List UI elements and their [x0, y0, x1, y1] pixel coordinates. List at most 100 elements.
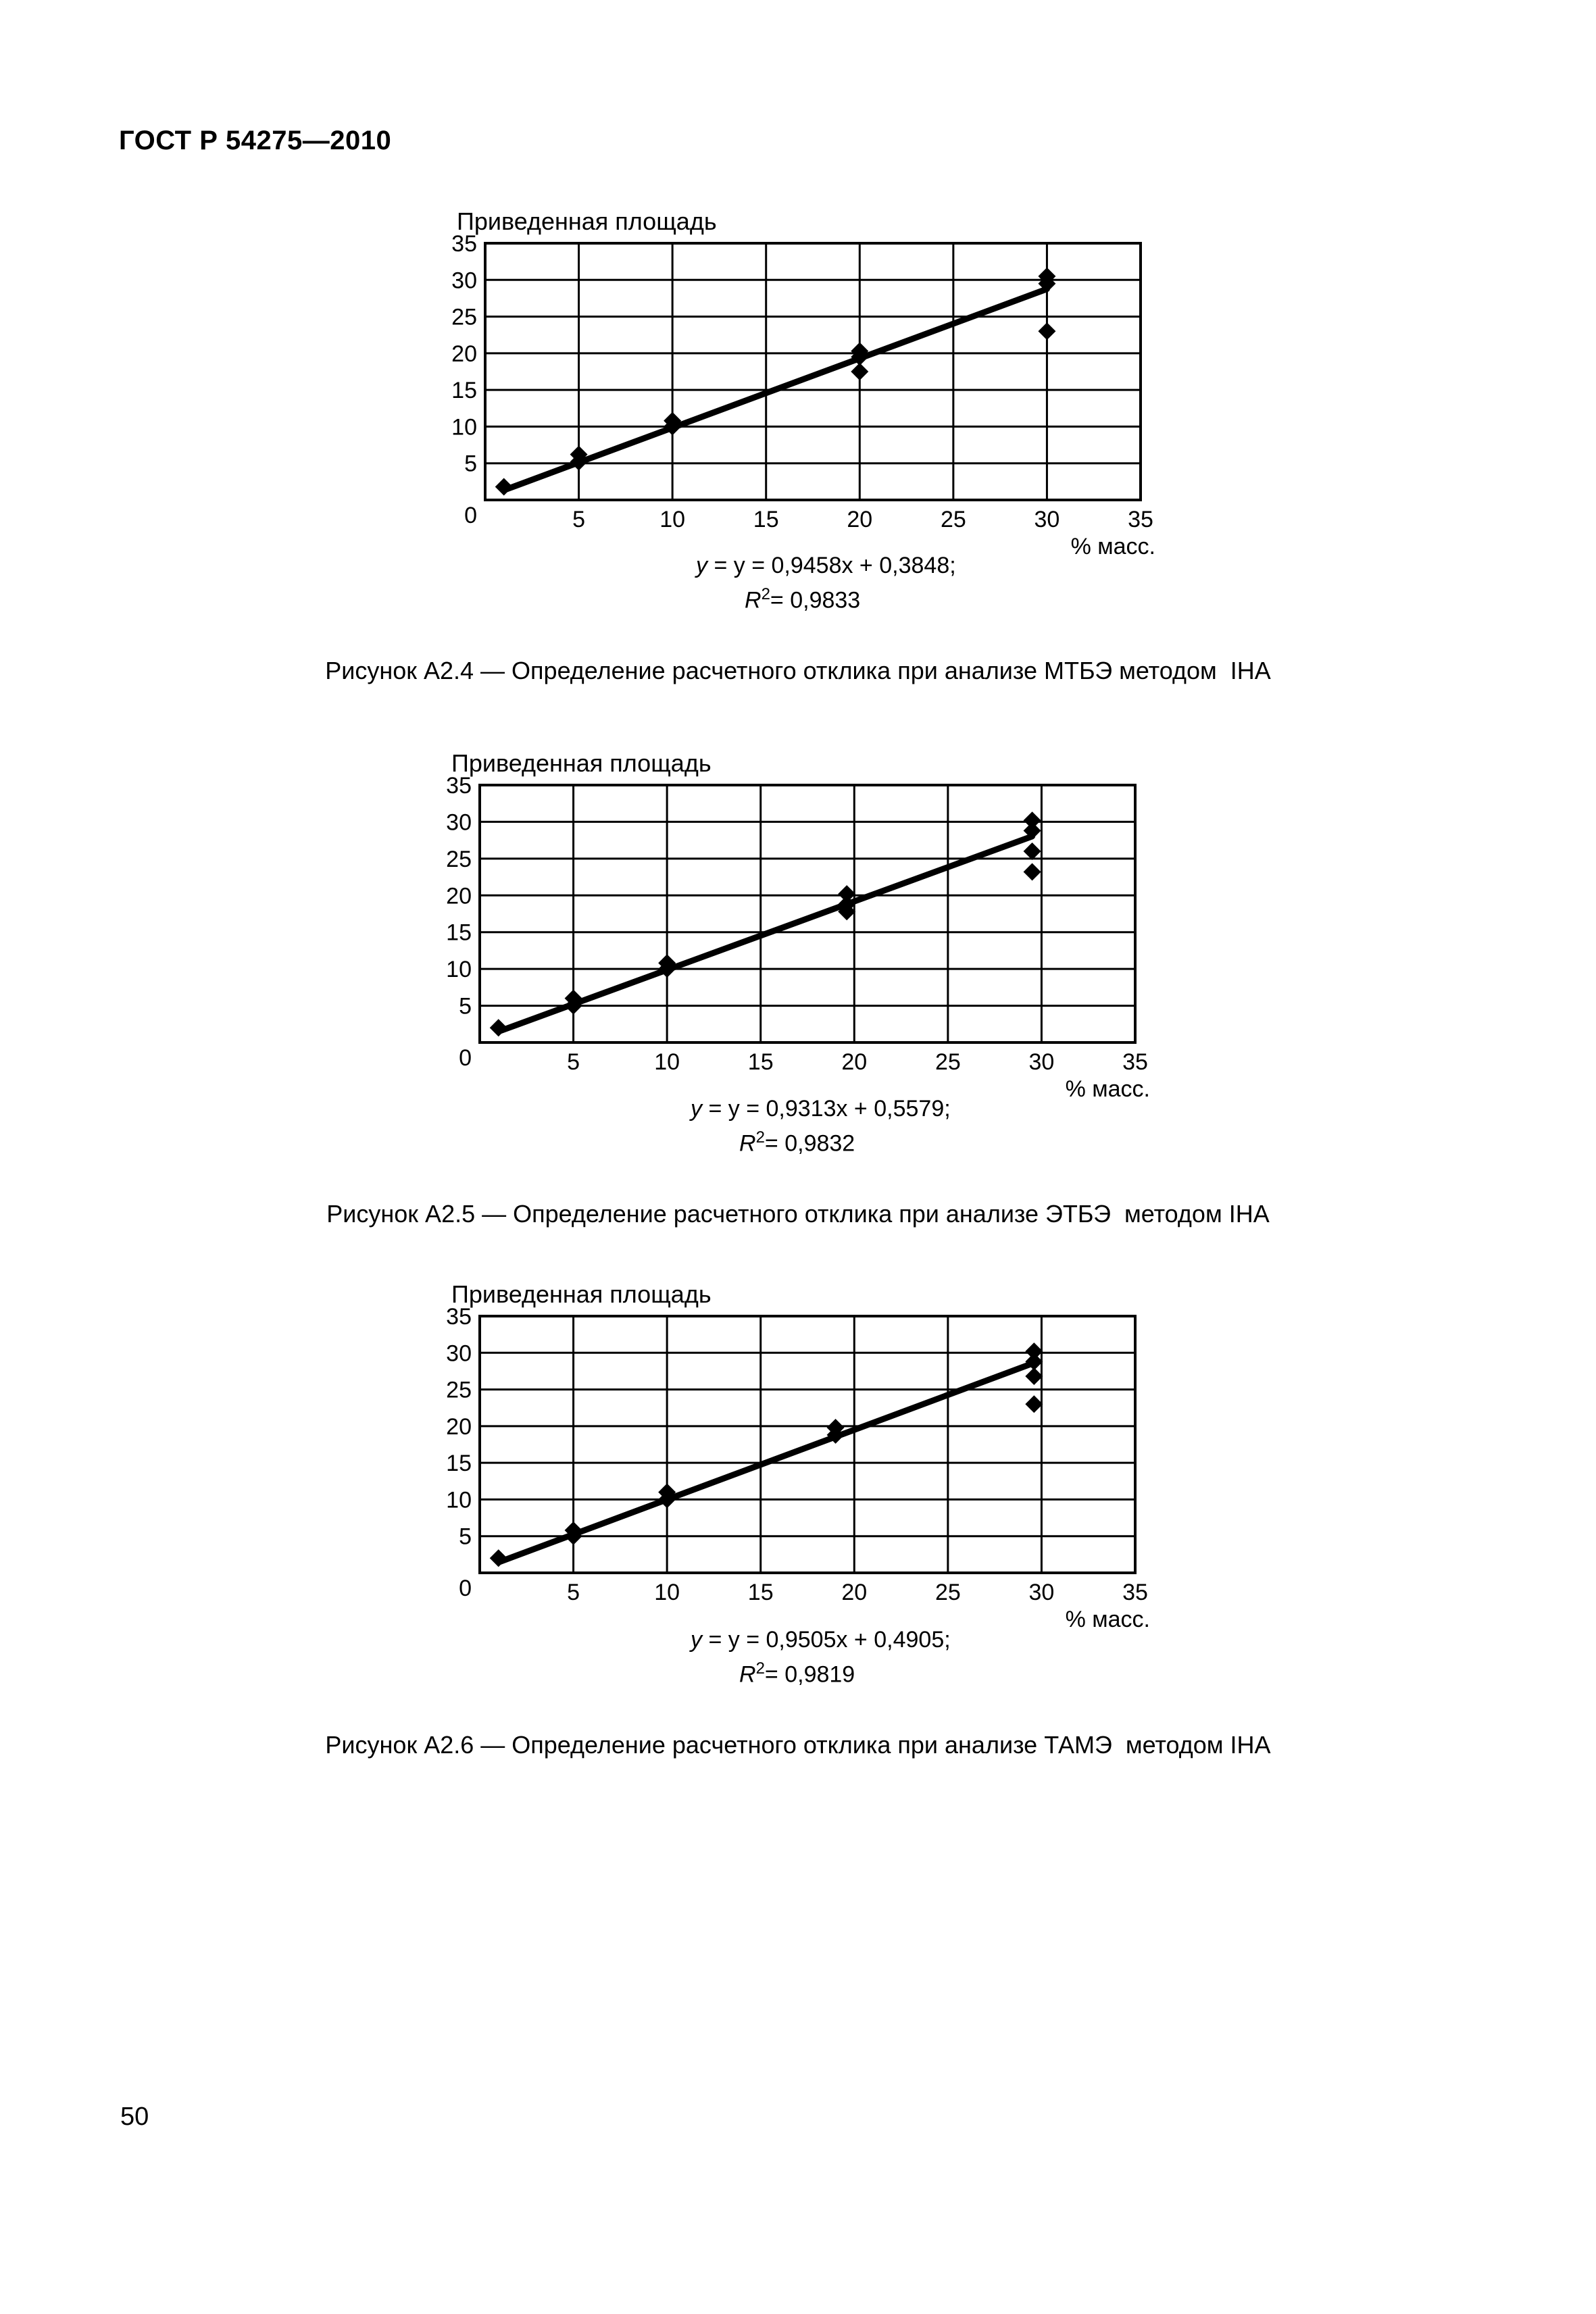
trend-line: [495, 833, 1036, 1035]
y-tick-label: 15: [451, 378, 477, 403]
x-tick-label: 20: [841, 1049, 867, 1075]
x-tick-label: 25: [941, 507, 966, 532]
data-point: [564, 989, 582, 1007]
data-point: [664, 411, 682, 430]
data-point: [495, 478, 513, 496]
y-tick-label: 0: [459, 1576, 472, 1601]
plot-frame: [484, 242, 1142, 501]
y-tick-label: 25: [446, 847, 472, 872]
y-axis-label: Приведенная площадь: [451, 1280, 712, 1308]
data-point: [658, 1483, 676, 1501]
y-tick-label: 25: [451, 305, 477, 330]
y-tick-label: 20: [451, 341, 477, 367]
x-tick-label: 5: [572, 507, 585, 532]
chart-1: Приведенная площадь 0 5 10 15 20 25 30 35 5 10 15 20…: [451, 207, 1155, 559]
plot-frame: [478, 1315, 1137, 1574]
x-tick-label: 10: [659, 507, 685, 532]
y-tick-label: 10: [446, 1487, 472, 1513]
trend-line: [495, 1359, 1037, 1565]
caption-2: Рисунок А2.5 — Определение расчетного от…: [326, 1200, 1270, 1228]
data-point: [570, 445, 588, 463]
data-point: [838, 885, 856, 903]
x-tick-label: 25: [935, 1580, 961, 1605]
r2-3-value: = 0,9819: [764, 1661, 855, 1688]
document-header: ГОСТ Р 54275—2010: [119, 126, 392, 155]
data-point: [658, 954, 676, 972]
x-tick-label: 5: [567, 1049, 580, 1075]
data-point: [1038, 267, 1056, 285]
y-tick-label: 10: [446, 957, 472, 982]
grid: [485, 243, 1141, 500]
data-point: [1023, 863, 1041, 881]
data-point: [1025, 1342, 1043, 1361]
x-axis-label: % масс.: [1066, 1607, 1150, 1632]
x-tick-label: 15: [748, 1049, 774, 1075]
equation-1-text: y = 0,9458x + 0,3848;: [733, 553, 956, 578]
r2-1-value: = 0,9833: [770, 587, 861, 613]
equation-1: y = y = 0,9458x + 0,3848;: [696, 553, 956, 578]
data-point: [1025, 1367, 1043, 1386]
x-tick-label: 20: [847, 507, 872, 532]
y-tick-label: 20: [446, 883, 472, 909]
chart-2: Приведенная площадь 0 5 10 15 20 25 30 35 5 10 15 20…: [446, 749, 1150, 1102]
data-point: [489, 1019, 507, 1037]
x-axis-label: % масс.: [1066, 1076, 1150, 1102]
y-tick-label: 30: [446, 1340, 472, 1366]
caption-3: Рисунок А2.6 — Определение расчетного от…: [325, 1731, 1271, 1759]
x-tick-label: 15: [753, 507, 779, 532]
r2-3: R2= 0,9819: [739, 1659, 855, 1688]
y-tick-label: 35: [446, 1304, 472, 1330]
data-point: [851, 342, 869, 360]
caption-1: Рисунок А2.4 — Определение расчетного от…: [325, 657, 1271, 684]
x-tick-label: 30: [1034, 507, 1060, 532]
x-tick-label: 10: [654, 1580, 680, 1605]
y-tick-label: 30: [451, 268, 477, 293]
data-point: [489, 1549, 507, 1567]
y-tick-label: 10: [451, 414, 477, 440]
data-point: [1023, 822, 1041, 840]
data-point: [1025, 1395, 1043, 1413]
x-tick-label: 30: [1029, 1049, 1055, 1075]
r2-2: R2= 0,9832: [739, 1128, 855, 1157]
y-tick-label: 0: [464, 503, 477, 528]
data-point: [851, 363, 869, 380]
grid: [480, 1316, 1135, 1573]
chart-3: Приведенная площадь 0 5 10 15 20 25 30 35 5 10 15 20…: [446, 1280, 1150, 1632]
y-tick-label: 0: [459, 1045, 472, 1071]
y-tick-label: 25: [446, 1378, 472, 1403]
page-number: 50: [120, 2103, 149, 2131]
x-tick-label: 5: [567, 1580, 580, 1605]
x-tick-label: 35: [1122, 1049, 1148, 1075]
x-tick-label: 15: [748, 1580, 774, 1605]
equation-2: y = y = 0,9313x + 0,5579;: [691, 1096, 951, 1122]
x-axis-label: % масс.: [1071, 534, 1155, 559]
y-tick-label: 5: [459, 1524, 472, 1550]
x-tick-label: 25: [935, 1049, 961, 1075]
plot-frame: [478, 784, 1137, 1044]
y-tick-label: 20: [446, 1414, 472, 1440]
equation-3-text: y = 0,9505x + 0,4905;: [728, 1627, 951, 1653]
x-tick-label: 35: [1122, 1580, 1148, 1605]
trend-line: [501, 286, 1050, 494]
data-point: [1038, 322, 1056, 341]
r2-1: R2= 0,9833: [745, 585, 861, 613]
y-axis-label: Приведенная площадь: [457, 207, 717, 235]
data-point: [564, 1521, 582, 1540]
data-point: [1025, 1353, 1043, 1371]
y-tick-label: 35: [446, 773, 472, 799]
data-point: [1023, 842, 1041, 860]
y-tick-label: 5: [459, 994, 472, 1020]
y-tick-label: 35: [451, 231, 477, 257]
y-tick-label: 15: [446, 1451, 472, 1476]
x-tick-label: 20: [841, 1580, 867, 1605]
r2-2-value: = 0,9832: [764, 1130, 855, 1157]
data-point: [826, 1419, 845, 1437]
equation-3: y = y = 0,9505x + 0,4905;: [691, 1627, 951, 1653]
equation-2-text: y = 0,9313x + 0,5579;: [728, 1096, 951, 1122]
y-tick-label: 5: [464, 451, 477, 477]
y-tick-label: 15: [446, 920, 472, 946]
y-axis-label: Приведенная площадь: [451, 749, 712, 777]
x-tick-label: 30: [1029, 1580, 1055, 1605]
data-point: [1023, 811, 1041, 830]
data-point: [838, 895, 856, 913]
